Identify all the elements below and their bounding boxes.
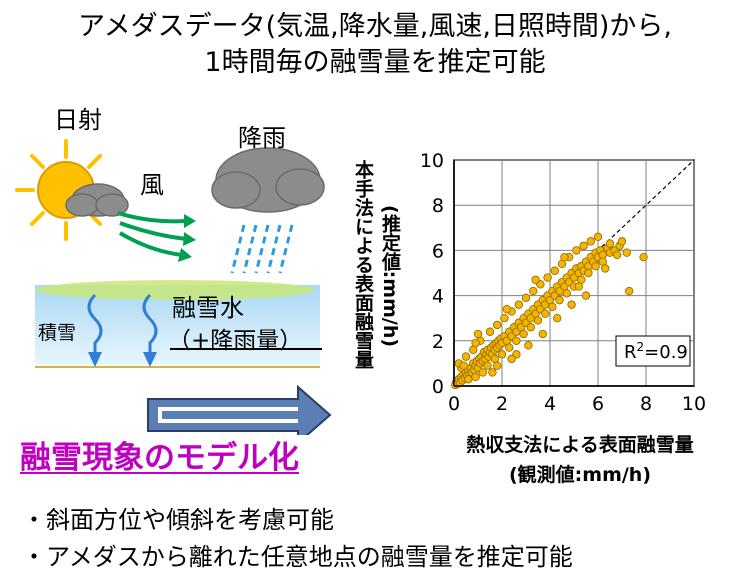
scatter-point [584,268,593,278]
rain-drops-icon [230,224,294,274]
scatter-point [461,352,471,361]
scatter-point [579,241,588,251]
meltwater-arrows-icon [87,293,158,355]
x-tick-label: 2 [496,393,508,415]
scatter-point [567,300,576,309]
scatter-point [531,275,540,284]
meltwater-label: 融雪水 [172,294,244,322]
scatter-point [471,338,480,348]
scatter-point [497,350,507,359]
scatter-point [502,304,511,314]
wind-arrows-icon [117,211,187,257]
y-tick-label: 2 [432,331,444,353]
scatter-point [612,250,622,260]
wind-label: 風 [140,171,164,199]
melt-surface [35,280,315,300]
scatter-point [555,295,564,305]
cloud-icon [65,183,129,217]
scatter-point [492,320,502,330]
y-tick-label: 4 [432,286,444,308]
scatter-point [519,329,528,339]
scatter-point [600,264,610,273]
scatter-point [471,372,480,382]
x-axis-label-line-2: (観測値:mm/h) [508,464,652,486]
rain-label: 降雨 [238,124,286,152]
title-line-2: 1時間毎の融雪量を推定可能 [204,47,546,78]
scatter-point [593,232,603,242]
scatter-point [528,286,538,296]
scatter-point [581,291,591,300]
scatter-point [586,237,595,246]
scatter-point [562,289,571,298]
y-tick-label: 10 [420,150,444,172]
scatter-point [552,313,562,323]
scatter-point [550,266,559,275]
scatter-point [507,354,516,364]
scatter-point [574,282,583,291]
snowpack-label: 積雪 [38,322,77,344]
scatter-point [504,343,514,352]
scatter-point [483,361,492,370]
scatter-point [464,375,473,384]
scatter-point [485,327,495,336]
scatter-point [622,248,631,257]
bullet-2: ・アメダスから離れた任意地点の融雪量を推定可能 [22,543,573,571]
scatter-point [560,252,569,262]
scatter-point [524,341,533,350]
scatter-point [572,246,581,255]
scatter-point [500,313,509,323]
scatter-point [639,252,648,262]
y-axis-label-line-2: (推定値:mm/h) [379,205,401,348]
scatter-point [492,361,502,370]
r-squared-box [615,335,691,367]
rain-amount-label: （+降雨量） [168,328,303,354]
scatter-point [540,309,550,318]
title-line-1: アメダスデータ(気温,降水量,風速,日照時間)から, [77,11,673,42]
r-squared-label: R2=0.9 [624,340,688,363]
y-tick-label: 6 [432,240,444,262]
scatter-point [512,336,521,345]
sun-label: 日射 [54,106,102,134]
scatter-point [533,316,543,325]
bullet-1: ・斜面方位や傾斜を考慮可能 [22,506,334,534]
scatter-point [521,293,531,303]
rain-cloud-icon [211,147,325,213]
scatter-point [543,273,552,282]
scatter-point [488,368,497,377]
scatter-point [478,368,487,377]
x-axis-label-line-1: 熱収支法による表面融雪量 [466,434,694,456]
modeling-heading: 融雪現象のモデル化 [20,440,299,476]
scatter-chart: 0 2 4 6 8 10 0 2 4 6 8 10 R2=0.9 [420,150,706,415]
scatter-point [538,329,547,339]
scatter-point [624,286,634,296]
x-tick-label: 4 [544,393,556,415]
y-tick-label: 8 [432,195,444,217]
scatter-point [526,323,535,332]
x-tick-label: 8 [640,393,652,415]
x-tick-label: 10 [682,393,706,415]
snowmelt-illustration [15,139,332,435]
scatter-point [591,262,600,271]
x-tick-label: 6 [592,393,604,415]
scatter-point [617,237,627,246]
scatter-point [605,239,615,248]
y-tick-label: 0 [432,376,444,398]
scatter-point [459,361,468,370]
y-axis-label-line-1: 本手法による表面融雪量 [352,160,374,369]
scatter-point [473,329,483,339]
scatter-point [548,302,557,312]
big-arrow-icon [147,384,332,435]
scatter-point [514,300,523,309]
x-tick-label: 0 [448,393,460,415]
